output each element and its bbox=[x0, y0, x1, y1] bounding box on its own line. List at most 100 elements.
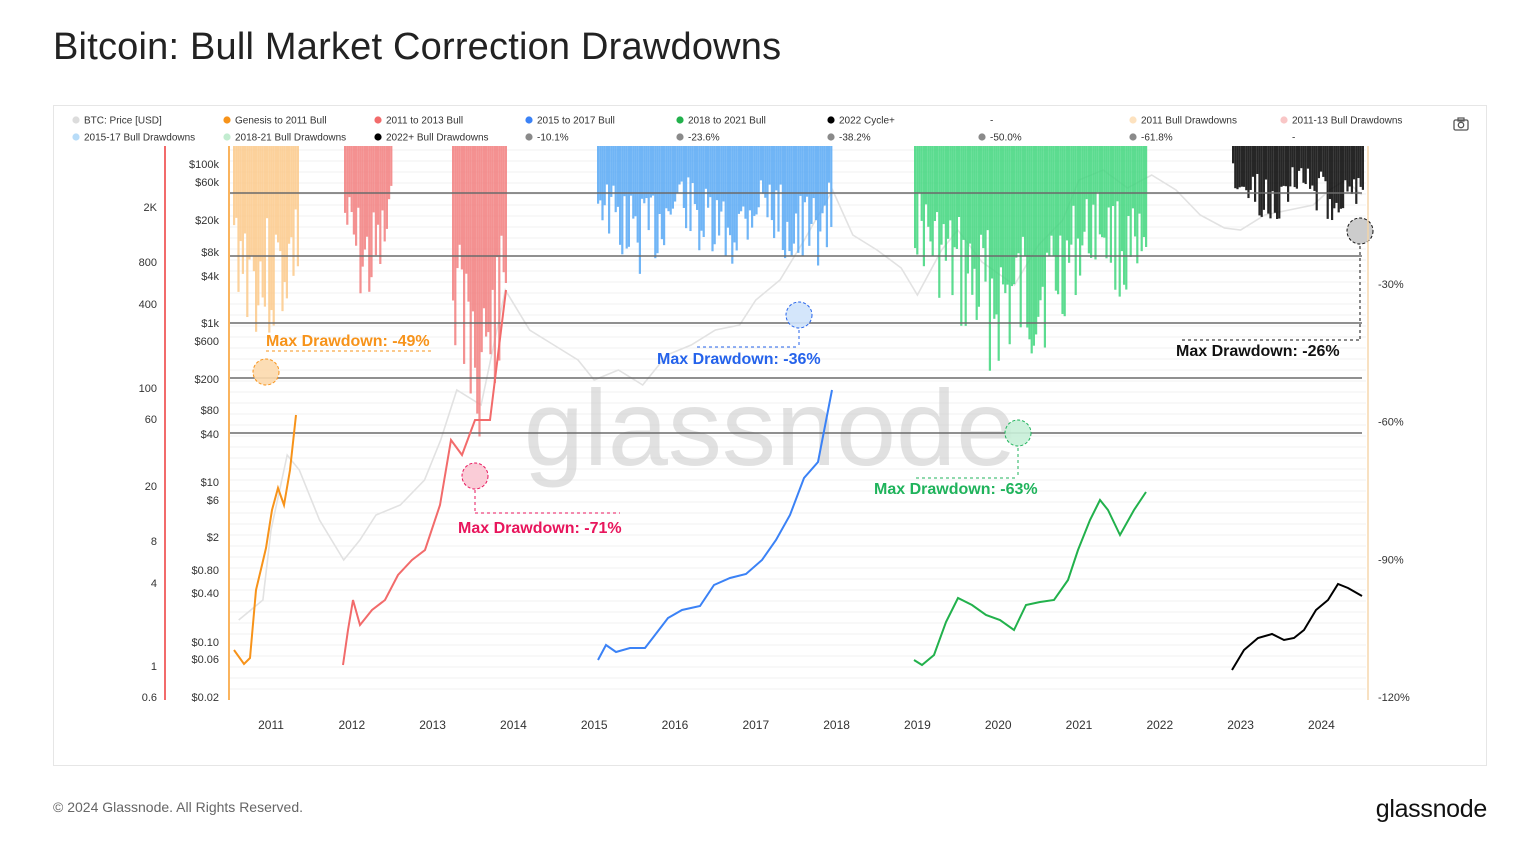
drawdown-spike bbox=[722, 146, 725, 202]
drawdown-spike bbox=[498, 146, 501, 361]
drawdown-spike bbox=[643, 146, 646, 204]
drawdown-spike bbox=[366, 146, 369, 237]
drawdown-spike bbox=[1129, 146, 1132, 257]
drawdown-spike bbox=[480, 146, 483, 353]
drawdown-spike bbox=[1304, 146, 1307, 185]
legend-item[interactable]: 2015 to 2017 Bull bbox=[525, 116, 615, 127]
2011-bull-drawdowns bbox=[233, 146, 299, 333]
drawdown-spike bbox=[1063, 146, 1066, 317]
drawdown-spike bbox=[1306, 146, 1309, 169]
series-line-2 bbox=[597, 389, 833, 661]
drawdown-spike bbox=[261, 146, 264, 298]
drawdown-spike bbox=[733, 146, 736, 243]
camera-icon[interactable] bbox=[1453, 117, 1469, 131]
drawdown-spike bbox=[665, 146, 668, 209]
legend-item[interactable]: -61.8% bbox=[1129, 133, 1173, 144]
drawdown-spike bbox=[632, 146, 635, 219]
drawdown-spike bbox=[786, 146, 789, 222]
drawdown-spike bbox=[709, 146, 712, 198]
legend-item[interactable]: 2011 Bull Drawdowns bbox=[1129, 116, 1237, 127]
drawdown-spike bbox=[1105, 146, 1108, 259]
drawdown-spike bbox=[726, 146, 729, 228]
legend-swatch bbox=[374, 133, 382, 141]
drawdown-spike bbox=[493, 146, 496, 384]
drawdown-spike bbox=[986, 146, 989, 231]
drawdown-spike bbox=[491, 146, 494, 290]
drawdown-spike bbox=[918, 146, 921, 194]
legend-item[interactable]: 2011-13 Bull Drawdowns bbox=[1280, 116, 1402, 127]
drawdown-spike bbox=[1251, 146, 1254, 177]
legend-item[interactable]: Genesis to 2011 Bull bbox=[223, 116, 327, 127]
drawdown-spike bbox=[1298, 146, 1301, 171]
drawdown-spike bbox=[920, 146, 923, 221]
drawdown-spike bbox=[630, 146, 633, 196]
drawdown-spike bbox=[1145, 146, 1148, 248]
drawdown-spike bbox=[1118, 146, 1121, 297]
drawdown-spike bbox=[916, 146, 919, 255]
legend-item[interactable]: 2022+ Bull Drawdowns bbox=[374, 133, 489, 144]
drawdown-spike bbox=[1107, 146, 1110, 208]
drawdown-spike bbox=[700, 146, 703, 231]
drawdown-spike bbox=[597, 146, 600, 204]
drawdown-spike bbox=[949, 146, 952, 221]
drawdown-spike bbox=[281, 146, 284, 312]
max-drawdown-label: Max Drawdown: -26% bbox=[1176, 343, 1340, 360]
drawdown-spike bbox=[471, 146, 474, 312]
legend-item[interactable]: 2018 to 2021 Bull bbox=[676, 116, 766, 127]
drawdown-spike bbox=[770, 146, 773, 221]
drawdown-spike bbox=[658, 146, 661, 214]
drawdown-spike bbox=[1043, 146, 1046, 348]
legend-item[interactable]: -38.2% bbox=[827, 133, 871, 144]
drawdown-spike bbox=[693, 146, 696, 205]
legend-item[interactable]: 2011 to 2013 Bull bbox=[374, 116, 463, 127]
legend-item[interactable]: - bbox=[1292, 133, 1295, 144]
left-axis-tick-label: 0.6 bbox=[142, 692, 157, 704]
legend-label: -23.6% bbox=[688, 133, 720, 144]
drawdown-spike bbox=[977, 146, 980, 307]
drawdown-spike bbox=[649, 146, 652, 198]
drawdown-spike bbox=[350, 146, 353, 213]
legend-swatch bbox=[1129, 133, 1137, 141]
drawdown-spike bbox=[799, 146, 802, 196]
drawdown-spike bbox=[940, 146, 943, 245]
drawdown-spike bbox=[969, 146, 972, 244]
drawdown-spike bbox=[993, 146, 996, 319]
price-axis-tick-label: $60k bbox=[195, 177, 219, 189]
drawdown-spike bbox=[674, 146, 677, 202]
legend-item[interactable]: -10.1% bbox=[525, 133, 569, 144]
drawdown-spike bbox=[296, 146, 299, 267]
drawdown-spike bbox=[489, 146, 492, 355]
drawdown-spike bbox=[1079, 146, 1082, 276]
drawdown-spike bbox=[671, 146, 674, 209]
drawdown-spike bbox=[1140, 146, 1143, 252]
left-axis-tick-label: 100 bbox=[139, 383, 157, 395]
legend-item[interactable]: -50.0% bbox=[978, 133, 1022, 144]
drawdown-spike bbox=[667, 146, 670, 212]
drawdown-spike bbox=[1054, 146, 1057, 291]
legend-item[interactable]: 2018-21 Bull Drawdowns bbox=[223, 133, 346, 144]
2011-13-bull-drawdowns-2 bbox=[452, 146, 507, 437]
drawdown-spike bbox=[652, 146, 655, 196]
drawdown-spike bbox=[1010, 146, 1013, 287]
drawdown-spike bbox=[355, 146, 358, 246]
drawdown-spike bbox=[792, 146, 795, 244]
drawdown-spike bbox=[1072, 146, 1075, 206]
legend-item[interactable]: - bbox=[990, 116, 993, 127]
page-title: Bitcoin: Bull Market Correction Drawdown… bbox=[53, 26, 782, 68]
drawdown-spike bbox=[467, 146, 470, 302]
drawdown-spike bbox=[504, 146, 507, 283]
drawdown-spike bbox=[1026, 146, 1029, 328]
price-axis-tick-label: $40 bbox=[201, 429, 219, 441]
legend-item[interactable]: 2022 Cycle+ bbox=[827, 116, 895, 127]
legend-item[interactable]: -23.6% bbox=[676, 133, 720, 144]
legend-item[interactable]: 2015-17 Bull Drawdowns bbox=[72, 133, 195, 144]
price-axis-tick-label: $200 bbox=[195, 374, 219, 386]
copyright-text: © 2024 Glassnode. All Rights Reserved. bbox=[53, 799, 304, 815]
price-axis-tick-label: $80 bbox=[201, 405, 219, 417]
drawdown-spike bbox=[246, 146, 249, 318]
legend-item[interactable]: BTC: Price [USD] bbox=[72, 116, 162, 127]
x-axis-tick-label: 2018 bbox=[823, 718, 850, 732]
drawdown-spike bbox=[1098, 146, 1101, 235]
drawdown-spike bbox=[290, 146, 293, 238]
